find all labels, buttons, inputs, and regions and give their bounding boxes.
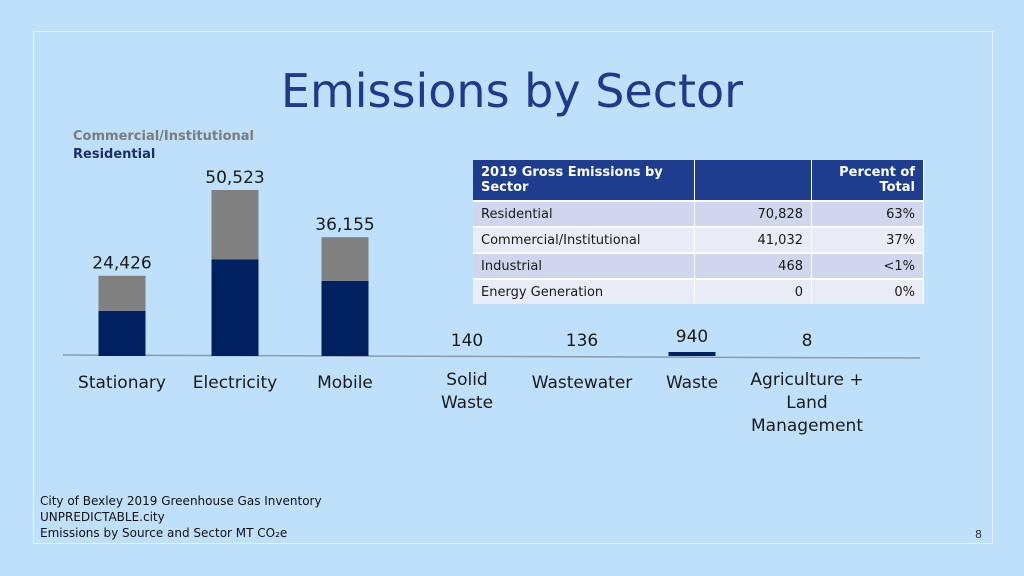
- table-cell-sector: Industrial: [473, 252, 695, 279]
- category-label: Solid Waste: [441, 370, 493, 413]
- table-cell-sector: Residential: [473, 200, 695, 227]
- table-header-percent: Percent of Total: [811, 160, 924, 201]
- bar-residential: [98, 310, 146, 356]
- page-title: Emissions by Sector: [280, 64, 744, 118]
- table-cell-value: 468: [694, 252, 812, 279]
- bar-residential: [321, 280, 369, 356]
- page-number: 8: [975, 528, 982, 541]
- table-cell-percent: <1%: [811, 252, 924, 279]
- footer-line-2: UNPREDICTABLE.city: [40, 510, 165, 524]
- table-header-sector: 2019 Gross Emissions by Sector: [473, 160, 695, 201]
- bar-commercial: [321, 237, 369, 281]
- table-cell-percent: 37%: [811, 226, 924, 253]
- table-header-blank: [694, 160, 812, 201]
- table-cell-percent: 0%: [811, 278, 924, 304]
- table-cell-percent: 63%: [811, 200, 924, 227]
- bar-value-label: 50,523: [205, 168, 264, 188]
- bar-value-label: 8: [802, 331, 813, 351]
- legend-commercial: Commercial/Institutional: [73, 129, 254, 144]
- table-cell-value: 41,032: [694, 226, 812, 253]
- x-axis-line: [62, 354, 921, 359]
- table-header-row: 2019 Gross Emissions by Sector Percent o…: [473, 160, 924, 201]
- footer-line-3: Emissions by Source and Sector MT CO₂e: [40, 526, 288, 540]
- category-label: Mobile: [317, 373, 373, 393]
- table-row: Industrial 468 <1%: [473, 252, 924, 279]
- bar-value-label: 940: [676, 327, 708, 347]
- table-cell-value: 0: [694, 278, 812, 304]
- legend-residential: Residential: [73, 147, 156, 162]
- bar-residential: [211, 259, 259, 356]
- chart-legend: Commercial/Institutional Residential: [73, 128, 254, 164]
- emissions-table: 2019 Gross Emissions by Sector Percent o…: [473, 160, 924, 304]
- bar-value-label: 136: [566, 331, 598, 351]
- bar-value-label: 36,155: [315, 215, 374, 235]
- bar-residential: [668, 352, 716, 356]
- table-cell-sector: Energy Generation: [473, 278, 695, 304]
- category-label: Stationary: [78, 373, 166, 393]
- bar-value-label: 24,426: [92, 254, 151, 274]
- bar-value-label: 140: [451, 331, 483, 351]
- category-label: Agriculture + Land Management: [750, 370, 863, 436]
- slide-frame: [33, 31, 993, 544]
- footer-notes: City of Bexley 2019 Greenhouse Gas Inven…: [40, 493, 322, 541]
- category-label: Wastewater: [532, 373, 633, 393]
- category-label: Electricity: [193, 373, 277, 393]
- category-label: Waste: [666, 373, 718, 393]
- table-row: Energy Generation 0 0%: [473, 278, 924, 304]
- footer-line-1: City of Bexley 2019 Greenhouse Gas Inven…: [40, 494, 322, 508]
- table-row: Commercial/Institutional 41,032 37%: [473, 226, 924, 253]
- table-cell-value: 70,828: [694, 200, 812, 227]
- table-cell-sector: Commercial/Institutional: [473, 226, 695, 253]
- table-row: Residential 70,828 63%: [473, 200, 924, 227]
- bar-commercial: [98, 275, 146, 311]
- bar-commercial: [211, 190, 259, 260]
